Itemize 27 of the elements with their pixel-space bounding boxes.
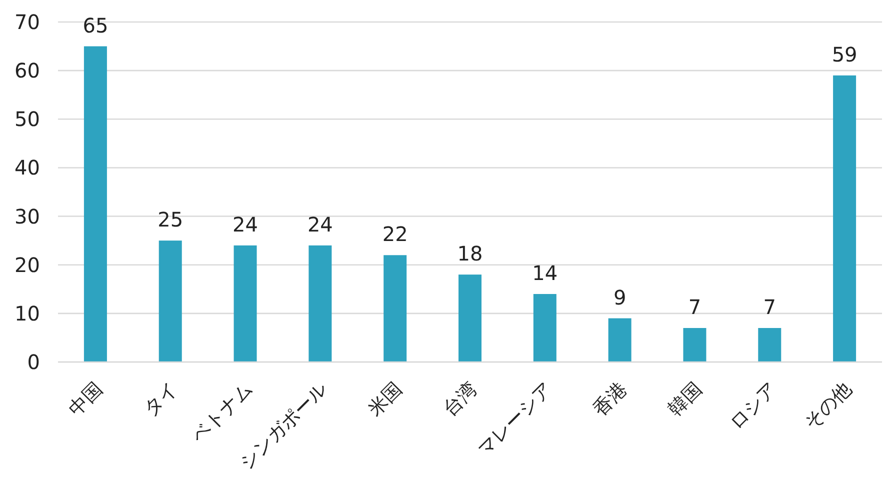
x-tick-label: その他 xyxy=(800,378,856,434)
data-label: 24 xyxy=(232,212,258,236)
x-tick-label: ロシア xyxy=(725,378,782,434)
y-tick-label: 10 xyxy=(14,301,40,326)
data-label: 7 xyxy=(688,295,702,319)
data-label: 59 xyxy=(832,42,858,66)
x-tick-label: タイ xyxy=(139,378,182,420)
data-label: 22 xyxy=(382,222,408,246)
data-label: 18 xyxy=(457,242,483,266)
y-tick-label: 70 xyxy=(14,10,40,34)
y-tick-label: 50 xyxy=(14,107,40,132)
data-label: 14 xyxy=(532,261,558,285)
x-tick-label: 香港 xyxy=(588,378,632,420)
x-tick-label: 台湾 xyxy=(439,378,482,420)
data-label: 65 xyxy=(82,13,108,38)
data-label: 25 xyxy=(158,208,184,232)
x-tick-label: 中国 xyxy=(64,378,107,420)
y-tick-label: 40 xyxy=(14,156,40,180)
x-tick-label: 韓国 xyxy=(664,378,706,420)
y-tick-label: 60 xyxy=(14,58,40,83)
x-tick-label: 米国 xyxy=(364,378,407,420)
data-label: 7 xyxy=(763,295,776,319)
data-label: 24 xyxy=(307,212,333,236)
y-tick-label: 0 xyxy=(27,350,40,374)
data-label: 9 xyxy=(613,285,626,310)
y-tick-label: 20 xyxy=(14,252,40,277)
y-tick-label: 30 xyxy=(14,204,40,228)
